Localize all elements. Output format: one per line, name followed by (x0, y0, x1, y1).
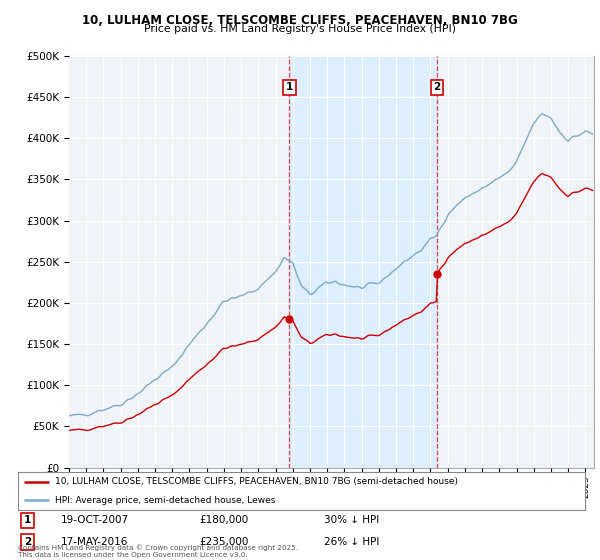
Text: 1: 1 (23, 515, 31, 525)
Text: 10, LULHAM CLOSE, TELSCOMBE CLIFFS, PEACEHAVEN, BN10 7BG: 10, LULHAM CLOSE, TELSCOMBE CLIFFS, PEAC… (82, 14, 518, 27)
Text: 1: 1 (286, 82, 293, 92)
Text: HPI: Average price, semi-detached house, Lewes: HPI: Average price, semi-detached house,… (55, 496, 275, 505)
Text: £235,000: £235,000 (199, 537, 249, 547)
Text: £180,000: £180,000 (199, 515, 248, 525)
Text: 19-OCT-2007: 19-OCT-2007 (61, 515, 128, 525)
Text: 30% ↓ HPI: 30% ↓ HPI (324, 515, 379, 525)
Text: 2: 2 (23, 537, 31, 547)
Text: Price paid vs. HM Land Registry's House Price Index (HPI): Price paid vs. HM Land Registry's House … (144, 24, 456, 34)
Text: 2: 2 (433, 82, 440, 92)
Text: 10, LULHAM CLOSE, TELSCOMBE CLIFFS, PEACEHAVEN, BN10 7BG (semi-detached house): 10, LULHAM CLOSE, TELSCOMBE CLIFFS, PEAC… (55, 477, 458, 486)
Text: Contains HM Land Registry data © Crown copyright and database right 2025.
This d: Contains HM Land Registry data © Crown c… (18, 545, 298, 558)
Bar (289, 56, 437, 468)
Text: 17-MAY-2016: 17-MAY-2016 (61, 537, 128, 547)
Text: 26% ↓ HPI: 26% ↓ HPI (324, 537, 380, 547)
